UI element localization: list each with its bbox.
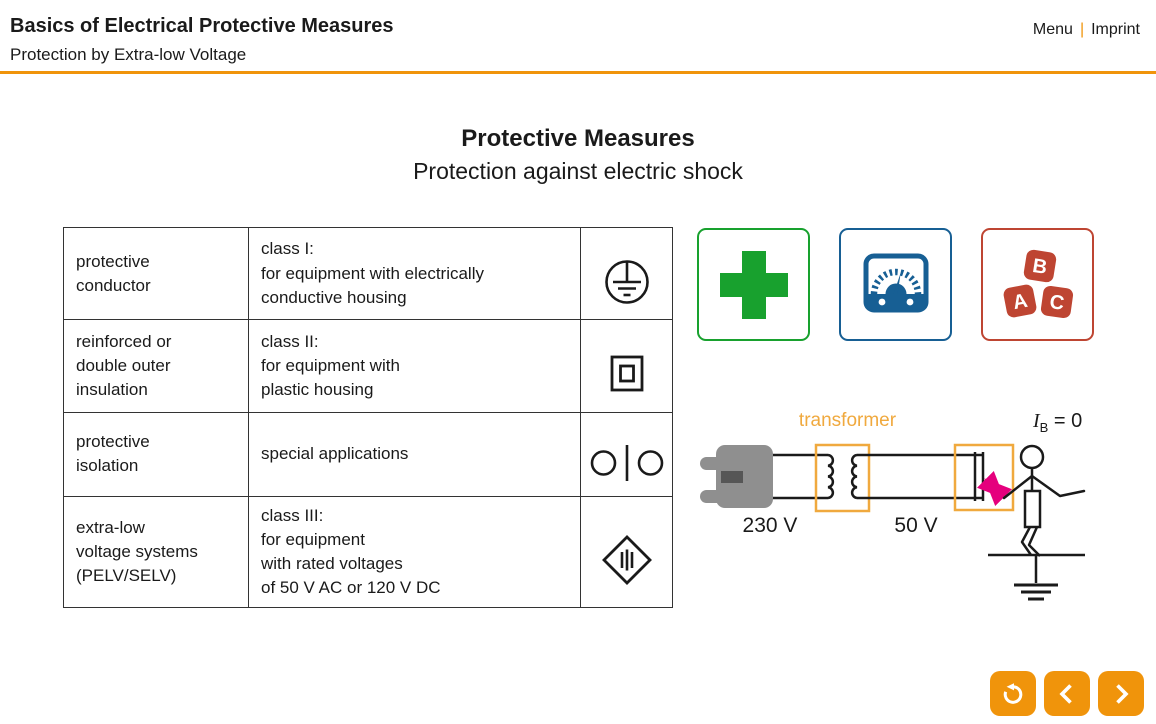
earth-ground-symbol [988,553,1085,601]
description-cell: special applications [248,411,581,497]
block-letter-b: B [1030,254,1048,278]
table-row: protective isolation special application… [63,411,673,497]
description-cell: class III: for equipment with rated volt… [248,495,581,608]
description-cell: class II: for equipment with plastic hou… [248,319,581,413]
previous-button[interactable] [1044,671,1090,716]
header-divider [0,71,1156,74]
analog-meter-icon [863,253,928,312]
block-b: B [1023,249,1056,282]
chevron-right-icon [1116,683,1129,704]
protective-isolation-icon [590,444,663,481]
page-subtitle: Protection against electric shock [413,158,743,184]
current-subscript: B [1039,420,1049,435]
menu-link[interactable]: Menu [1032,21,1073,38]
abc-blocks-icon: B A C [1003,249,1073,318]
symbol-cell [580,319,673,413]
block-letter-c: C [1048,291,1065,315]
page-title: Protective Measures [461,125,695,152]
table-row: reinforced or double outer insulation cl… [63,319,673,413]
chevron-left-icon [1059,683,1072,704]
body-resistance-symbol [1023,489,1042,529]
first-aid-card [697,228,810,341]
current-value: = 0 [1048,410,1083,432]
imprint-link[interactable]: Imprint [1091,21,1140,38]
transformer-circuit-diagram [700,443,1086,601]
measure-cell: extra-low voltage systems (PELV/SELV) [63,495,249,608]
first-aid-cross-icon [719,250,788,319]
primary-voltage-label: 230 V [742,514,798,537]
meter-card [839,228,952,341]
table-row: protective conductor class I: for equipm… [63,226,673,321]
measure-cell: reinforced or double outer insulation [63,319,249,413]
body-current-label: IB = 0 [1033,410,1082,435]
restart-icon [1003,682,1023,704]
next-button[interactable] [1098,671,1144,716]
course-title: Basics of Electrical Protective Measures [10,15,394,37]
protective-measures-table: protective conductor class I: for equipm… [63,226,673,608]
symbol-cell [580,495,673,608]
touch-arrow-icon [976,470,1013,507]
block-c: C [1040,285,1073,318]
block-a: A [1003,284,1036,317]
restart-button[interactable] [990,671,1036,716]
symbol-cell [580,226,673,321]
class-ii-double-square-icon [610,355,643,392]
class-iii-diamond-icon [601,535,652,586]
stick-figure-person [1002,444,1086,557]
measure-cell: protective conductor [63,226,249,321]
description-cell: class I: for equipment with electrically… [248,226,581,321]
mains-plug-icon [700,445,773,508]
chapter-title: Protection by Extra-low Voltage [10,45,247,64]
contact-highlight-box [953,443,1015,512]
secondary-voltage-label: 50 V [894,514,938,537]
transformer-coils [827,453,858,500]
table-row: extra-low voltage systems (PELV/SELV) cl… [63,495,673,608]
transformer-highlight-box [814,443,871,513]
abc-blocks-card: B A C [981,228,1094,341]
current-symbol: I [1033,410,1040,432]
measure-cell: protective isolation [63,411,249,497]
header-separator: | [1079,21,1085,38]
header-links: Menu | Imprint [1033,21,1140,39]
transformer-label: transformer [798,410,897,431]
symbol-cell [580,411,673,497]
contact-terminal [973,452,985,501]
protective-earth-icon [604,260,649,304]
block-letter-a: A [1010,289,1028,313]
